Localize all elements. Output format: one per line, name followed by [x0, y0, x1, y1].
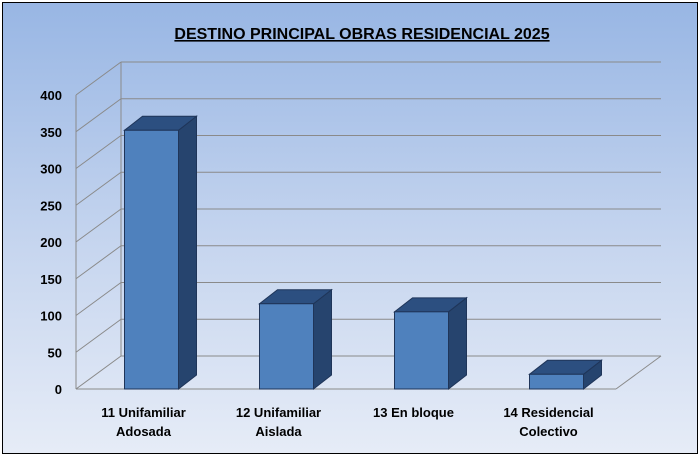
gridline-side	[75, 98, 122, 133]
bar-side-face	[448, 296, 467, 391]
floor-right-edge	[615, 355, 662, 390]
gridline-side	[75, 282, 122, 316]
bar-side-face	[313, 288, 332, 391]
y-tick-label: 200	[40, 235, 62, 250]
chart-title: DESTINO PRINCIPAL OBRAS RESIDENCIAL 2025	[174, 26, 549, 43]
bar	[393, 296, 468, 391]
bar-chart: DESTINO PRINCIPAL OBRAS RESIDENCIAL 2025…	[40, 26, 662, 439]
x-tick-label: 13 En bloque	[373, 405, 454, 420]
gridline-side	[75, 208, 122, 243]
gridline-side	[75, 318, 122, 353]
bar	[528, 359, 603, 391]
bar-front-face	[529, 373, 584, 390]
y-tick-label: 100	[40, 309, 62, 324]
gridline-side	[75, 245, 122, 280]
gridline-side	[75, 61, 122, 96]
gridline-side	[75, 171, 122, 206]
bar	[258, 288, 333, 391]
bar-front-face	[124, 129, 179, 390]
axis-layer: 0 50 100 150 200 250 300 350 400 11 Unifamiliar Ad…	[40, 88, 593, 439]
bar-side-face	[178, 115, 197, 391]
bar-layer	[123, 115, 603, 391]
x-tick-label: 11 Unifamiliar Adosada	[101, 405, 186, 439]
y-tick-label: 400	[40, 88, 62, 103]
y-tick-label: 300	[40, 162, 62, 177]
gridline-side	[75, 355, 122, 390]
x-tick-label: 14 Residencial Colectivo	[503, 405, 593, 439]
bar	[123, 115, 198, 391]
y-tick-label: 50	[48, 345, 62, 360]
x-tick-label: 12 Unifamiliar Aislada	[236, 405, 321, 439]
y-tick-label: 350	[40, 125, 62, 140]
grid-layer	[75, 61, 662, 390]
y-tick-label: 150	[40, 272, 62, 287]
y-tick-label: 0	[55, 382, 62, 397]
y-tick-label: 250	[40, 198, 62, 213]
bar-front-face	[394, 311, 449, 390]
gridline-side	[75, 135, 122, 169]
bar-front-face	[259, 303, 314, 390]
